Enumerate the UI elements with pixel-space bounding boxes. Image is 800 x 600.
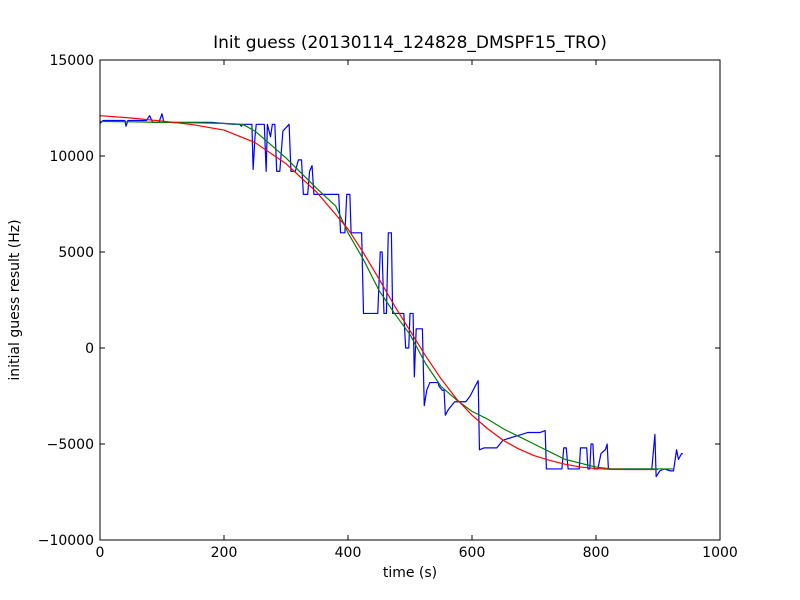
series-line-3 [99,115,658,471]
chart-title: Init guess (20130114_124828_DMSPF15_TRO) [213,33,607,53]
x-tick-label: 800 [583,545,610,561]
series-line-1 [99,113,683,478]
x-axis-label: time (s) [383,565,437,581]
y-tick-label: −5000 [47,437,94,453]
x-tick-label: 400 [335,545,362,561]
x-tick-label: 1000 [702,545,738,561]
y-tick-label: 5000 [58,245,94,261]
y-axis-label: initial guess result (Hz) [7,219,23,380]
tick-layer: 0 200 400 600 800 1000 −10000 −5000 0 5000 10000 15… [38,53,738,561]
x-tick-label: 600 [459,545,486,561]
plot-area [100,60,720,540]
y-tick-label: −10000 [38,533,94,549]
plot-frame [99,59,721,541]
series-line-2 [99,120,674,470]
y-tick-label: 10000 [49,149,94,165]
y-tick-label: 15000 [49,53,94,69]
series-layer [99,113,683,478]
x-tick-label: 0 [96,545,105,561]
x-tick-label: 200 [211,545,238,561]
y-tick-label: 0 [85,341,94,357]
